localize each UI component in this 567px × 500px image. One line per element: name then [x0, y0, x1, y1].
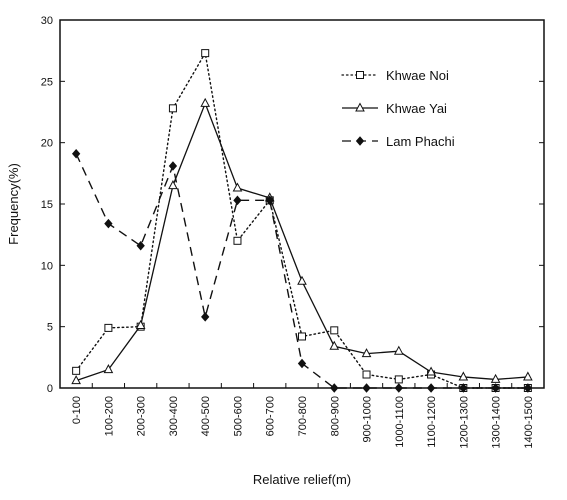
data-point-triangle: [200, 97, 211, 107]
legend-label: Khwae Yai: [386, 101, 447, 116]
x-tick-label: 1000-1100: [394, 396, 406, 448]
x-tick-label: 1100-1200: [426, 396, 438, 448]
data-point-diamond: [330, 383, 339, 393]
data-point-square: [104, 323, 113, 332]
x-tick-label: 200-300: [136, 396, 148, 436]
y-tick-label: 10: [41, 260, 53, 272]
data-point-square: [394, 375, 403, 384]
data-point-triangle: [458, 371, 469, 381]
data-point-diamond: [136, 240, 145, 251]
x-tick-label: 0-100: [71, 396, 83, 424]
data-point-triangle: [355, 102, 365, 112]
data-point-diamond: [71, 148, 81, 159]
y-tick-label: 5: [47, 322, 53, 334]
data-point-triangle: [329, 340, 340, 350]
x-tick-label: 600-700: [265, 396, 277, 436]
x-axis-ticks: 0-100 100-200 200-300 300-400 400-500 500-600…: [59, 383, 545, 449]
data-point-diamond: [426, 383, 436, 393]
data-point-square: [233, 236, 242, 245]
data-point-triangle: [393, 345, 404, 355]
data-point-square: [298, 332, 306, 341]
data-point-diamond: [168, 161, 178, 171]
x-tick-label: 1200-1300: [458, 396, 470, 449]
data-point-square: [168, 104, 177, 113]
data-point-triangle: [523, 371, 533, 381]
data-point-triangle: [168, 180, 178, 190]
data-point-triangle: [71, 375, 81, 385]
data-point-diamond: [297, 358, 307, 369]
x-tick-label: 300-400: [168, 396, 180, 436]
x-tick-label: 100-200: [103, 396, 115, 436]
x-tick-label: 900-1000: [362, 396, 374, 443]
data-point-diamond: [104, 218, 113, 229]
x-tick-label: 700-800: [297, 396, 309, 436]
legend-label: Khwae Noi: [386, 68, 449, 83]
x-tick-label: 400-500: [200, 396, 212, 436]
legend-item: Khwae Yai: [342, 101, 447, 116]
y-tick-label: 20: [41, 138, 53, 150]
data-point-square: [356, 71, 364, 79]
data-point-triangle: [426, 366, 436, 376]
legend: Khwae Noi Khwae Yai Lam Phachi: [341, 68, 455, 149]
data-point-diamond: [233, 195, 242, 206]
series-lam-phachi: [71, 148, 533, 393]
data-point-diamond: [355, 136, 365, 146]
series-layer: [71, 49, 533, 393]
y-tick-label: 15: [41, 199, 53, 211]
data-point-triangle: [232, 182, 243, 192]
x-tick-label: 500-600: [232, 396, 244, 436]
data-point-triangle: [135, 319, 146, 329]
series-khwae-noi: [72, 49, 532, 392]
x-axis-title: Relative relief(m): [253, 472, 351, 487]
data-point-diamond: [491, 383, 500, 393]
legend-label: Lam Phachi: [386, 134, 455, 149]
data-point-diamond: [265, 195, 274, 206]
series-khwae-yai: [71, 97, 533, 385]
data-point-triangle: [361, 348, 372, 358]
x-tick-label: 800-900: [329, 396, 341, 436]
data-point-square: [201, 49, 210, 58]
y-axis-title: Frequency(%): [6, 163, 21, 245]
legend-item: Lam Phachi: [342, 134, 455, 149]
data-point-diamond: [394, 383, 403, 393]
data-point-diamond: [459, 383, 468, 393]
data-point-square: [330, 326, 339, 335]
data-point-diamond: [362, 383, 371, 393]
data-point-triangle: [490, 373, 501, 383]
data-point-diamond: [201, 312, 210, 322]
x-tick-label: 1300-1400: [491, 396, 503, 449]
legend-item: Khwae Noi: [341, 68, 449, 83]
data-point-triangle: [297, 275, 307, 285]
data-point-triangle: [103, 364, 114, 374]
x-tick-label: 1400-1500: [523, 396, 535, 449]
data-point-square: [362, 370, 371, 379]
data-point-diamond: [523, 383, 533, 393]
series-line: [75, 153, 528, 389]
data-point-square: [72, 366, 81, 375]
y-tick-label: 30: [41, 15, 53, 27]
y-axis-ticks: 0 5 10 15 20 25 30: [41, 15, 544, 395]
y-tick-label: 0: [47, 383, 53, 395]
y-tick-label: 25: [41, 76, 53, 88]
